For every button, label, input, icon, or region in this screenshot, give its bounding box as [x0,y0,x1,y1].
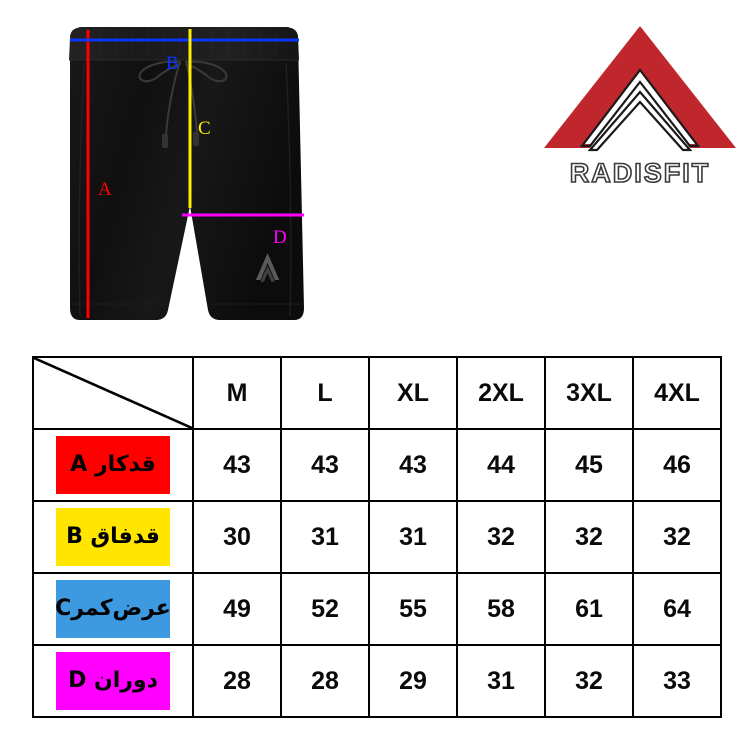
value-d-2xl: 31 [456,644,546,718]
chevron-logo-icon [544,26,736,152]
brand-wordmark: RADISFIT [569,158,711,188]
value-b-2xl: 32 [456,500,546,574]
value-c-2xl: 58 [456,572,546,646]
value-a-xl: 43 [368,428,458,502]
measurement-chip-c: عرض‌کمرC [55,580,171,638]
product-illustration-section: A B C D RADISFIT [0,0,750,340]
value-d-l: 28 [280,644,370,718]
value-c-l: 52 [280,572,370,646]
diagonal-divider-icon [34,358,192,428]
size-header-l: L [280,356,370,430]
size-header-4xl: 4XL [632,356,722,430]
size-table-container: M L XL 2XL 3XL 4XL قدکار A 43 43 43 [32,356,722,718]
value-d-3xl: 32 [544,644,634,718]
row-label-cell-a: قدکار A [32,428,194,502]
measurement-label-b: B [166,53,179,74]
size-header-2xl: 2XL [456,356,546,430]
size-header-xl: XL [368,356,458,430]
product-shorts-image: A B C D [40,8,340,338]
value-b-4xl: 32 [632,500,722,574]
value-d-m: 28 [192,644,282,718]
value-b-xl: 31 [368,500,458,574]
value-c-4xl: 64 [632,572,722,646]
size-header-3xl: 3XL [544,356,634,430]
table-header-row: M L XL 2XL 3XL 4XL [32,356,722,430]
value-b-m: 30 [192,500,282,574]
corner-diagonal-cell [32,356,194,430]
value-a-l: 43 [280,428,370,502]
value-d-4xl: 33 [632,644,722,718]
measurement-label-a: A [98,179,112,200]
value-c-xl: 55 [368,572,458,646]
value-d-xl: 29 [368,644,458,718]
measurement-chip-a: قدکار A [56,436,170,494]
value-b-l: 31 [280,500,370,574]
value-c-3xl: 61 [544,572,634,646]
value-a-4xl: 46 [632,428,722,502]
row-label-cell-c: عرض‌کمرC [32,572,194,646]
brand-logo: RADISFIT [540,18,740,203]
row-label-cell-d: دوران D [32,644,194,718]
table-row: قدفاق B 30 31 31 32 32 32 [32,500,722,574]
measurement-chip-d: دوران D [56,652,170,710]
table-row: قدکار A 43 43 43 44 45 46 [32,428,722,502]
value-a-3xl: 45 [544,428,634,502]
measurement-label-d: D [273,227,287,248]
size-header-m: M [192,356,282,430]
value-c-m: 49 [192,572,282,646]
row-label-cell-b: قدفاق B [32,500,194,574]
size-table: M L XL 2XL 3XL 4XL قدکار A 43 43 43 [32,356,722,718]
value-a-m: 43 [192,428,282,502]
measurement-chip-b: قدفاق B [56,508,170,566]
value-a-2xl: 44 [456,428,546,502]
measurement-label-c: C [198,118,211,139]
value-b-3xl: 32 [544,500,634,574]
table-row: عرض‌کمرC 49 52 55 58 61 64 [32,572,722,646]
table-row: دوران D 28 28 29 31 32 33 [32,644,722,718]
